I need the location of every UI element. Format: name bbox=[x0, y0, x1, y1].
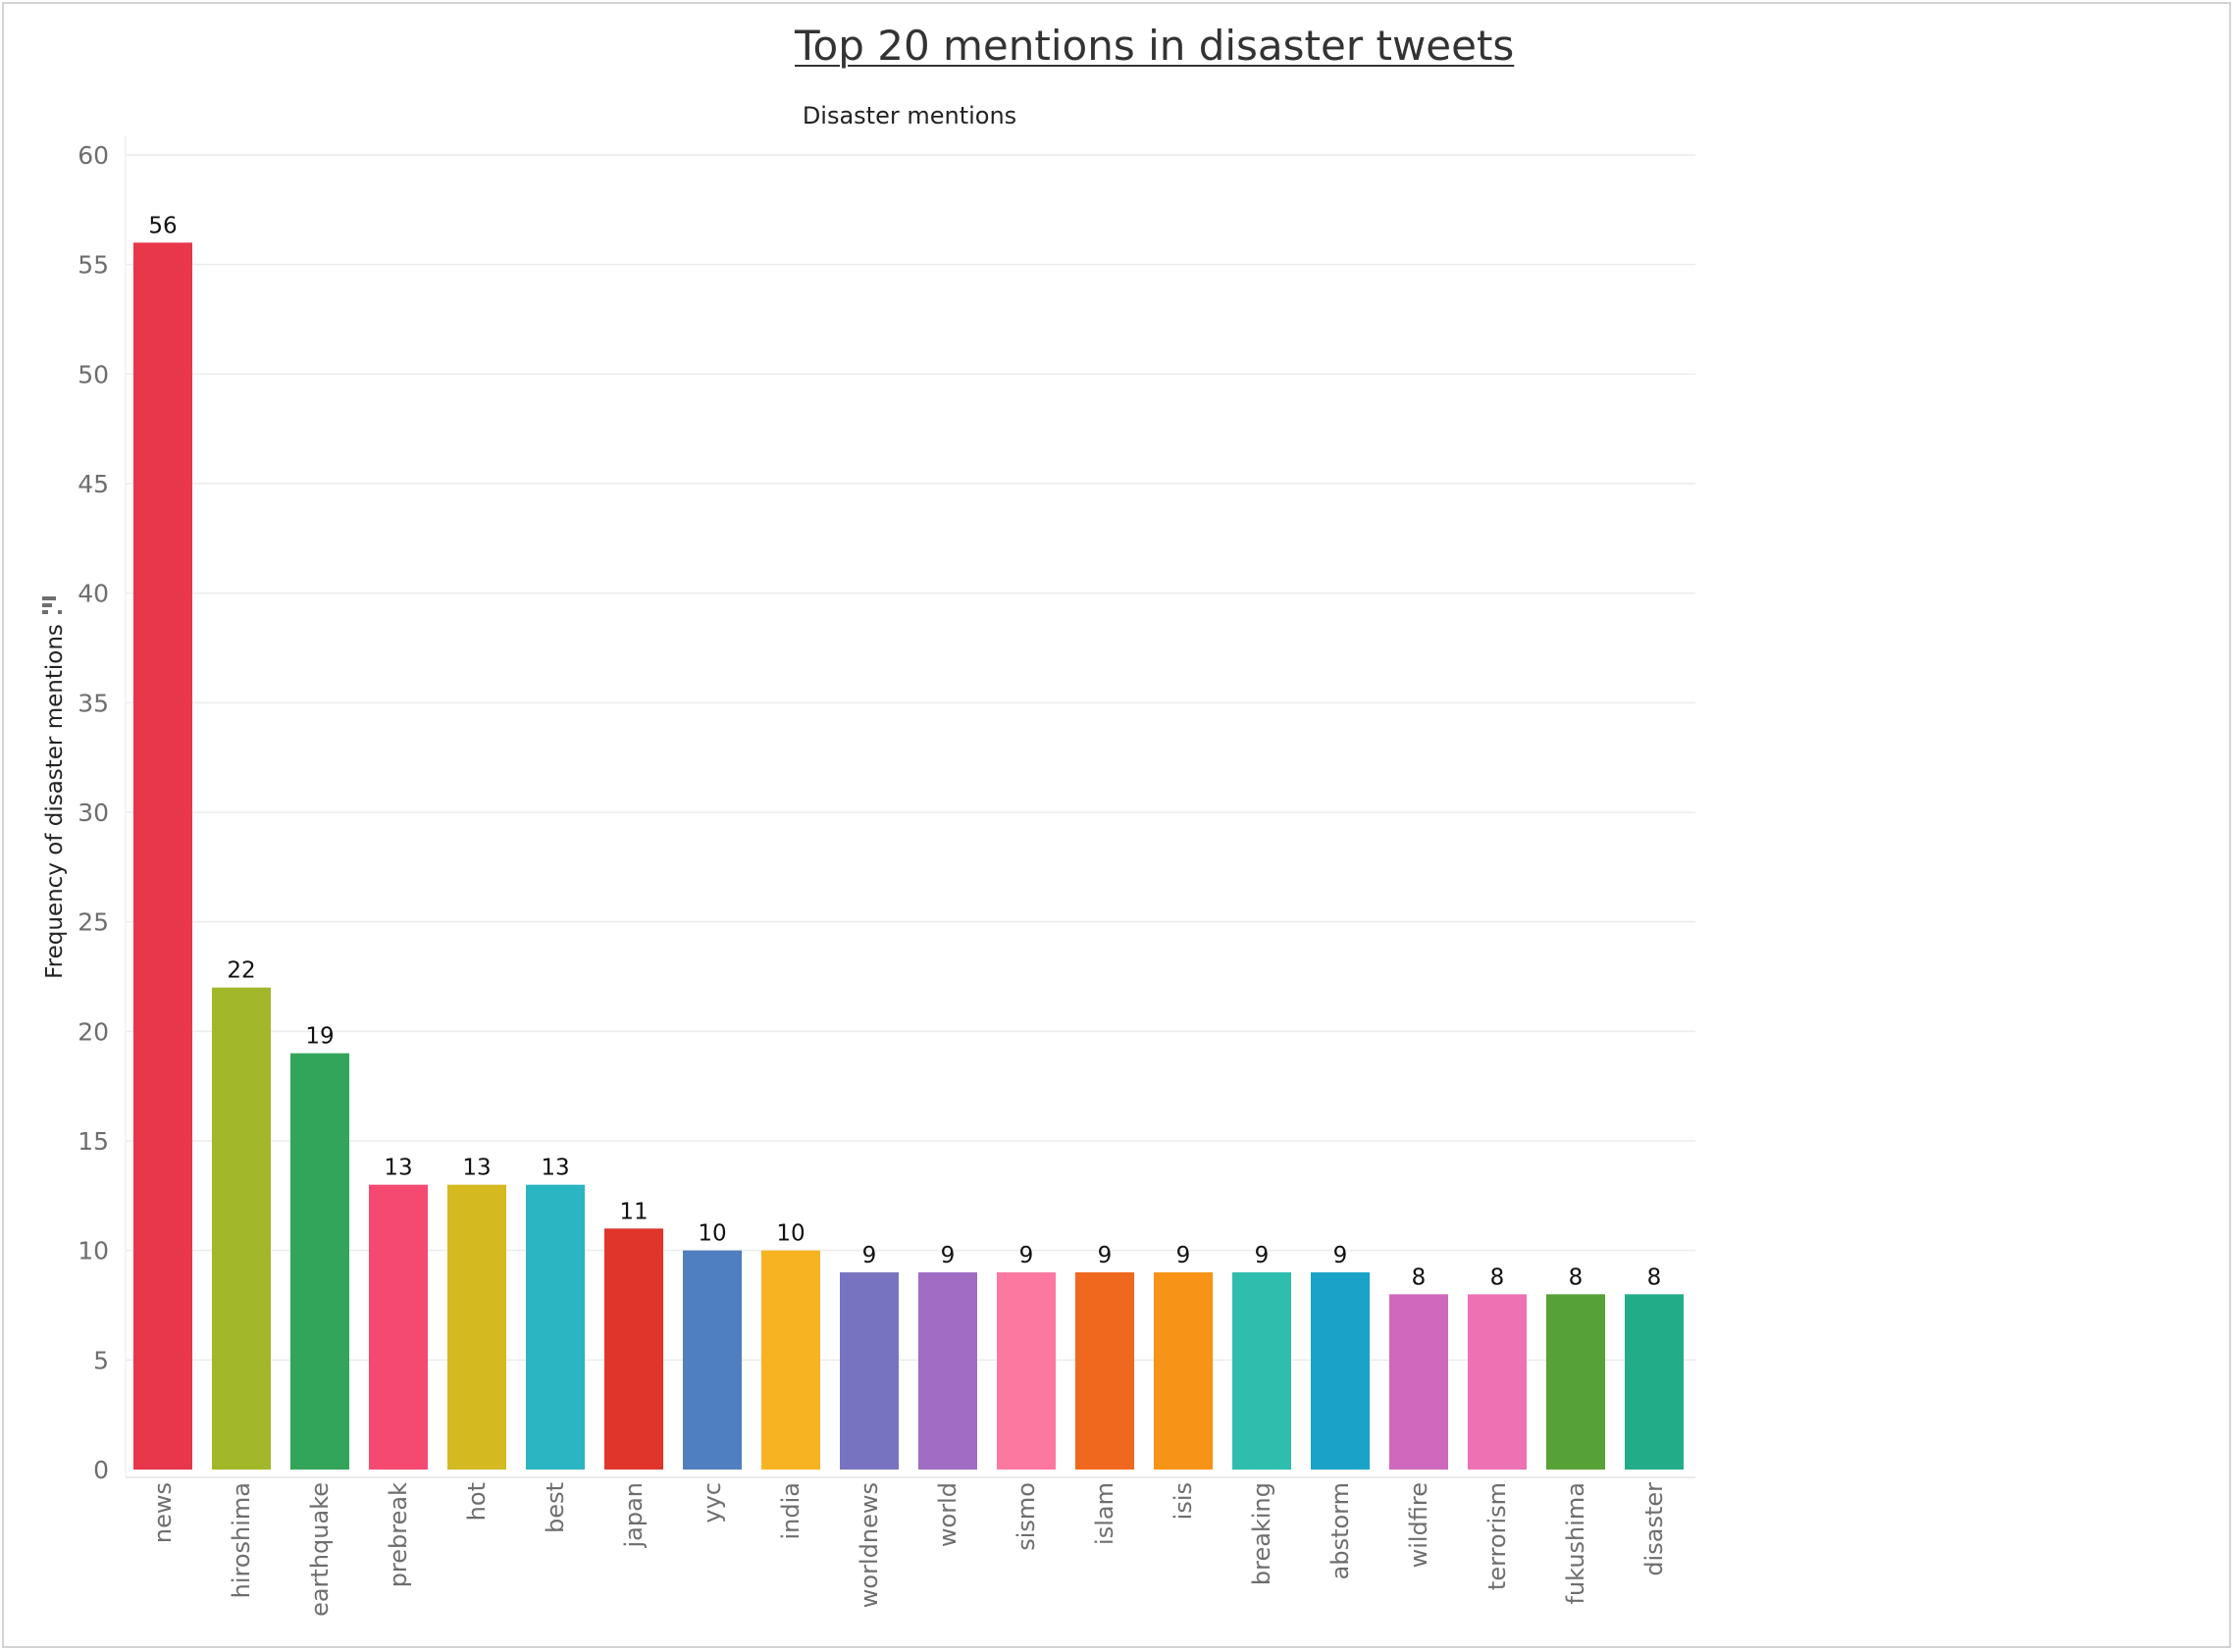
y-tick-label: 20 bbox=[78, 1017, 109, 1046]
bar-best[interactable] bbox=[526, 1184, 585, 1470]
x-tick-label: prebreak bbox=[385, 1482, 412, 1587]
y-tick-label: 30 bbox=[78, 799, 109, 827]
bar-disaster[interactable] bbox=[1625, 1294, 1684, 1470]
bar-sismo[interactable] bbox=[997, 1272, 1056, 1470]
data-labels: 56 22 19 13 13 13 11 10 10 9 9 9 9 9 9 9 8 8 8 8 bbox=[148, 213, 1661, 1290]
column-header-label: Disaster mentions bbox=[803, 102, 1016, 129]
data-label: 11 bbox=[619, 1199, 648, 1224]
y-tick-label: 60 bbox=[78, 141, 109, 170]
x-tick-label: isis bbox=[1169, 1482, 1197, 1520]
bar-fukushima[interactable] bbox=[1546, 1294, 1605, 1470]
data-label: 9 bbox=[1333, 1243, 1348, 1268]
data-label: 9 bbox=[1098, 1243, 1113, 1268]
x-tick-label: worldnews bbox=[856, 1482, 883, 1608]
bars bbox=[133, 242, 1684, 1470]
bar-earthquake[interactable] bbox=[290, 1053, 349, 1470]
bar-news[interactable] bbox=[133, 242, 192, 1470]
bar-japan[interactable] bbox=[604, 1228, 663, 1470]
y-axis: 0 5 10 15 20 25 30 35 40 45 50 55 60 bbox=[78, 135, 1695, 1484]
x-tick-label: earthquake bbox=[306, 1482, 334, 1617]
data-label: 13 bbox=[384, 1156, 412, 1181]
data-label: 56 bbox=[148, 213, 177, 238]
x-tick-label: terrorism bbox=[1483, 1482, 1511, 1590]
x-tick-label: wildfire bbox=[1405, 1482, 1432, 1568]
y-axis-title: Frequency of disaster mentions bbox=[42, 624, 68, 979]
x-tick-label: news bbox=[149, 1482, 177, 1543]
y-tick-label: 5 bbox=[93, 1346, 109, 1374]
y-tick-label: 55 bbox=[78, 251, 109, 280]
x-tick-label: abstorm bbox=[1326, 1482, 1354, 1579]
data-label: 13 bbox=[462, 1156, 491, 1181]
bar-islam[interactable] bbox=[1075, 1272, 1134, 1470]
data-label: 9 bbox=[1019, 1243, 1034, 1268]
bar-abstorm[interactable] bbox=[1311, 1272, 1370, 1470]
y-tick-label: 35 bbox=[78, 689, 109, 717]
data-label: 9 bbox=[1255, 1243, 1270, 1268]
y-tick-label: 40 bbox=[78, 580, 109, 608]
sort-descending-icon[interactable] bbox=[42, 596, 62, 614]
x-tick-label: best bbox=[542, 1482, 569, 1533]
bar-world[interactable] bbox=[918, 1272, 977, 1470]
gridlines bbox=[126, 154, 1695, 1362]
bar-hot[interactable] bbox=[447, 1184, 506, 1470]
x-tick-label: sismo bbox=[1013, 1482, 1040, 1551]
x-tick-label: japan bbox=[620, 1482, 648, 1549]
data-label: 19 bbox=[305, 1024, 334, 1050]
y-tick-label: 0 bbox=[93, 1456, 109, 1484]
bar-prebreak[interactable] bbox=[369, 1184, 428, 1470]
y-tick-label: 50 bbox=[78, 360, 109, 388]
data-label: 10 bbox=[698, 1221, 726, 1247]
x-tick-label: fukushima bbox=[1562, 1482, 1589, 1605]
x-tick-label: hot bbox=[463, 1482, 491, 1521]
data-label: 9 bbox=[862, 1243, 877, 1268]
bar-breaking[interactable] bbox=[1232, 1272, 1291, 1470]
data-label: 22 bbox=[227, 958, 255, 984]
data-label: 13 bbox=[541, 1156, 569, 1181]
x-tick-label: islam bbox=[1091, 1482, 1118, 1545]
x-tick-label: disaster bbox=[1640, 1482, 1668, 1576]
data-label: 8 bbox=[1569, 1265, 1584, 1290]
x-axis: news hiroshima earthquake prebreak hot best ja… bbox=[149, 1482, 1668, 1617]
data-label: 9 bbox=[1176, 1243, 1191, 1268]
bar-india[interactable] bbox=[761, 1250, 820, 1470]
x-tick-label: hiroshima bbox=[228, 1482, 255, 1598]
data-label: 8 bbox=[1412, 1265, 1427, 1290]
bar-isis[interactable] bbox=[1154, 1272, 1213, 1470]
x-tick-label: yyc bbox=[699, 1482, 726, 1523]
bar-yyc[interactable] bbox=[683, 1250, 742, 1470]
y-tick-label: 25 bbox=[78, 908, 109, 937]
x-tick-label: world bbox=[934, 1482, 962, 1547]
x-tick-label: india bbox=[777, 1482, 805, 1540]
y-tick-label: 15 bbox=[78, 1127, 109, 1156]
data-label: 8 bbox=[1647, 1265, 1662, 1290]
data-label: 9 bbox=[941, 1243, 956, 1268]
bar-terrorism[interactable] bbox=[1468, 1294, 1527, 1470]
data-label: 8 bbox=[1490, 1265, 1505, 1290]
data-label: 10 bbox=[776, 1221, 805, 1247]
bar-wildfire[interactable] bbox=[1389, 1294, 1448, 1470]
x-tick-label: breaking bbox=[1248, 1482, 1275, 1585]
y-tick-label: 45 bbox=[78, 470, 109, 498]
bar-worldnews[interactable] bbox=[840, 1272, 899, 1470]
chart-title: Top 20 mentions in disaster tweets bbox=[795, 22, 1515, 70]
bar-hiroshima[interactable] bbox=[212, 987, 271, 1470]
y-tick-label: 10 bbox=[78, 1237, 109, 1265]
